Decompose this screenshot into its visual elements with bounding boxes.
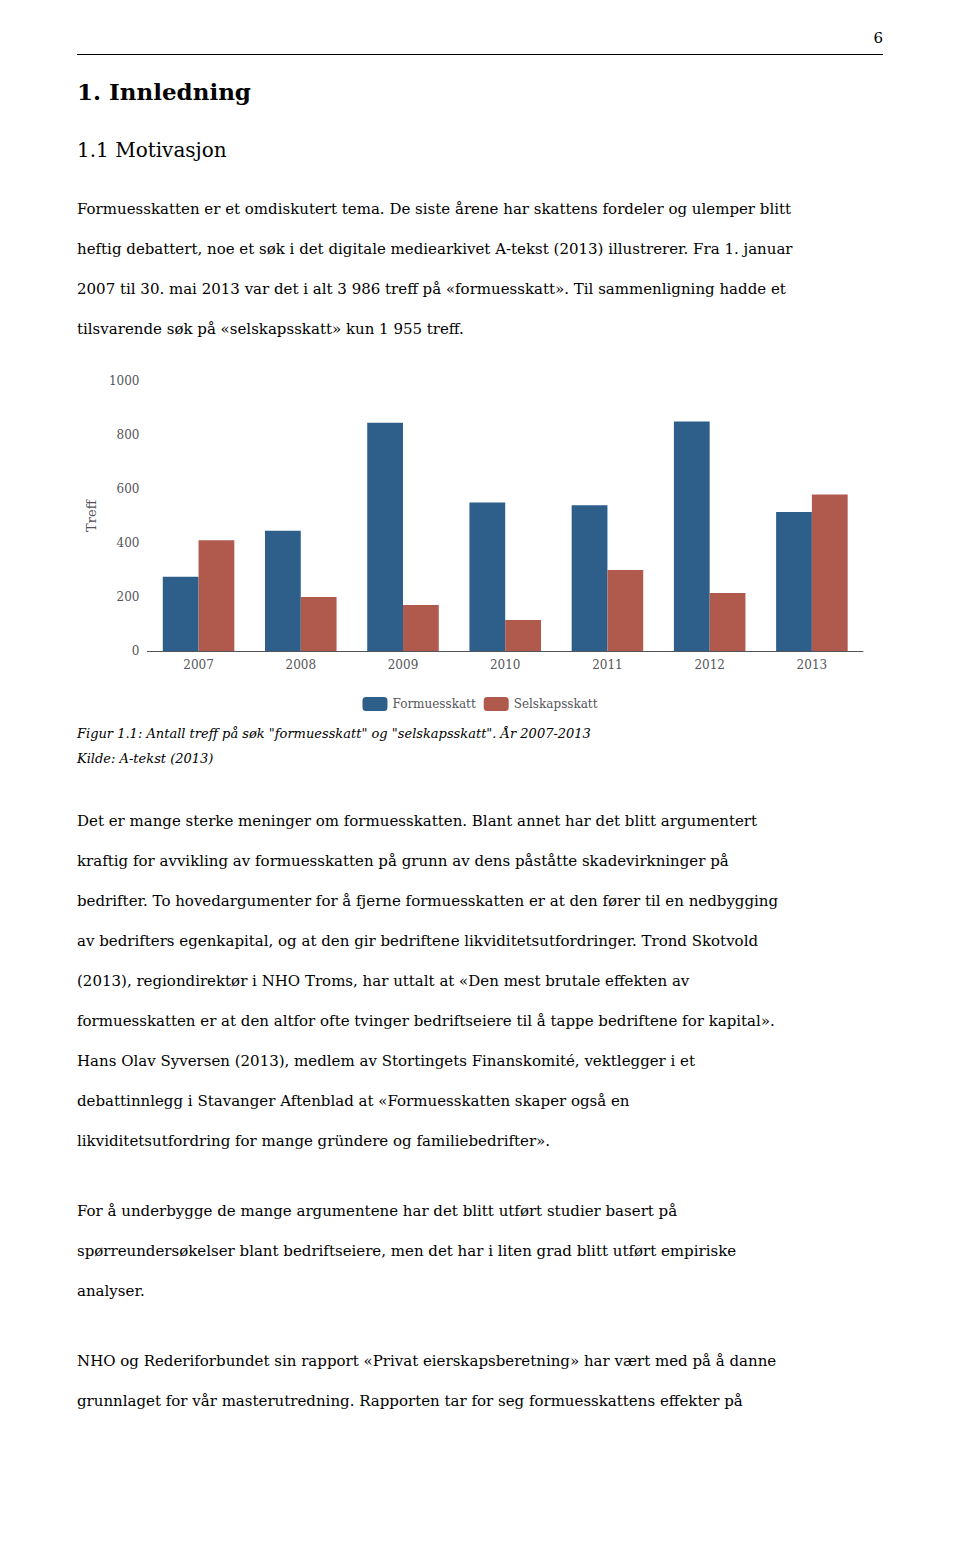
html-text:likviditetsutfordring for mang: likviditetsutfordring for mange gründere… <box>77 1132 550 1150</box>
html-text:(2013), regiondirektør i NHO T: (2013), regiondirektør i NHO Troms, har … <box>77 972 690 990</box>
html-text:6: 6 <box>873 29 883 47</box>
svg-text:2011: 2011 <box>592 658 623 672</box>
html-text:analyser.: analyser. <box>77 1282 145 1300</box>
svg-text:0: 0 <box>132 644 140 658</box>
html-text:spørreundersøkelser blant bedr: spørreundersøkelser blant bedriftseiere,… <box>77 1242 737 1260</box>
html-text:Figur 1.1: Antall treff på søk: Figur 1.1: Antall treff på søk "formuess… <box>77 726 591 741</box>
html-text:Formuesskatten er et omdiskute: Formuesskatten er et omdiskutert tema. D… <box>77 200 791 218</box>
svg-text:800: 800 <box>117 428 140 442</box>
html-text:debattinnlegg i Stavanger Afte: debattinnlegg i Stavanger Aftenblad at «… <box>77 1092 630 1110</box>
svg-text:2009: 2009 <box>388 658 419 672</box>
html-text:tilsvarende søk på «selskapssk: tilsvarende søk på «selskapsskatt» kun 1… <box>77 320 464 338</box>
svg-text:2008: 2008 <box>286 658 317 672</box>
svg-text:Selskapsskatt: Selskapsskatt <box>514 697 598 711</box>
svg-text:2010: 2010 <box>490 658 521 672</box>
svg-text:1000: 1000 <box>109 374 140 388</box>
svg-text:600: 600 <box>117 482 140 496</box>
html-text:1.1 Motivasjon: 1.1 Motivasjon <box>77 138 227 162</box>
html-text:For å underbygge de mange argu: For å underbygge de mange argumentene ha… <box>77 1202 678 1220</box>
html-text:kraftig for avvikling av formu: kraftig for avvikling av formuesskatten … <box>77 852 729 870</box>
svg-text:Formuesskatt: Formuesskatt <box>392 697 475 711</box>
svg-text:200: 200 <box>117 590 140 604</box>
html-text:av bedrifters egenkapital, og: av bedrifters egenkapital, og at den gir… <box>77 932 758 950</box>
svg-text:2007: 2007 <box>183 658 214 672</box>
html-text:Kilde: A-tekst (2013): Kilde: A-tekst (2013) <box>77 751 214 766</box>
html-text:2007 til 30. mai 2013 var det: 2007 til 30. mai 2013 var det i alt 3 98… <box>77 280 786 298</box>
html-text:heftig debattert, noe et søk i: heftig debattert, noe et søk i det digit… <box>77 240 793 258</box>
html-text:bedrifter. To hovedargumenter: bedrifter. To hovedargumenter for å fjer… <box>77 892 779 910</box>
html-text:Hans Olav Syversen (2013), med: Hans Olav Syversen (2013), medlem av Sto… <box>77 1052 695 1070</box>
html-text:grunnlaget for vår masterutred: grunnlaget for vår masterutredning. Rapp… <box>77 1392 743 1410</box>
svg-text:2012: 2012 <box>694 658 725 672</box>
svg-text:2013: 2013 <box>797 658 828 672</box>
html-text:NHO og Rederiforbundet sin rap: NHO og Rederiforbundet sin rapport «Priv… <box>77 1352 777 1370</box>
html-text:formuesskatten er at den altfo: formuesskatten er at den altfor ofte tvi… <box>77 1012 775 1030</box>
html-text:Det er mange sterke meninger o: Det er mange sterke meninger om formuess… <box>77 812 758 830</box>
svg-text:400: 400 <box>117 536 140 550</box>
svg-text:Treff: Treff <box>84 498 99 532</box>
html-text:1. Innledning: 1. Innledning <box>77 78 251 105</box>
